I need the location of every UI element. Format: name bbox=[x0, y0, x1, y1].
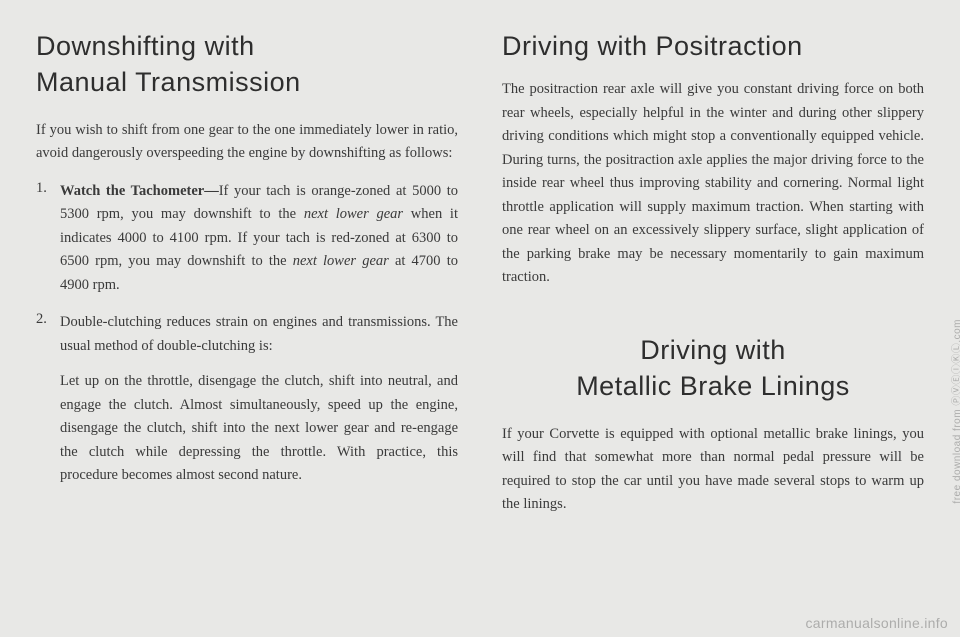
right-column: Driving with Positraction The positracti… bbox=[502, 28, 924, 617]
heading-line: Manual Transmission bbox=[36, 67, 301, 97]
heading-line: Driving with bbox=[640, 335, 786, 365]
list-item: Watch the Tachometer—If your tach is ora… bbox=[36, 180, 458, 297]
step-italic: next lower gear bbox=[293, 253, 389, 269]
step-italic: next lower gear bbox=[304, 206, 403, 222]
watermark-text: carmanualsonline.info bbox=[806, 615, 949, 631]
positraction-paragraph: The positraction rear axle will give you… bbox=[502, 78, 924, 289]
heading-positraction: Driving with Positraction bbox=[502, 28, 924, 64]
list-item: Double-clutching reduces strain on engin… bbox=[36, 311, 458, 487]
manual-page: Downshifting with Manual Transmission If… bbox=[0, 0, 960, 637]
metallic-paragraph: If your Corvette is equipped with option… bbox=[502, 423, 924, 517]
heading-line: Downshifting with bbox=[36, 31, 255, 61]
heading-metallic-brakes: Driving with Metallic Brake Linings bbox=[502, 332, 924, 405]
heading-line: Metallic Brake Linings bbox=[576, 371, 850, 401]
intro-paragraph: If you wish to shift from one gear to th… bbox=[36, 119, 458, 166]
step-text: Double-clutching reduces strain on engin… bbox=[60, 311, 458, 358]
step-bold: Watch the Tachometer— bbox=[60, 183, 219, 199]
side-stamp-text: free download from ⓅⓋⒺⒾⓀⓁ.com bbox=[949, 319, 960, 504]
left-column: Downshifting with Manual Transmission If… bbox=[36, 28, 458, 617]
heading-downshifting: Downshifting with Manual Transmission bbox=[36, 28, 458, 101]
step-text: Watch the Tachometer—If your tach is ora… bbox=[60, 180, 458, 297]
steps-list: Watch the Tachometer—If your tach is ora… bbox=[36, 180, 458, 502]
step-text: Let up on the throttle, disengage the cl… bbox=[60, 370, 458, 487]
